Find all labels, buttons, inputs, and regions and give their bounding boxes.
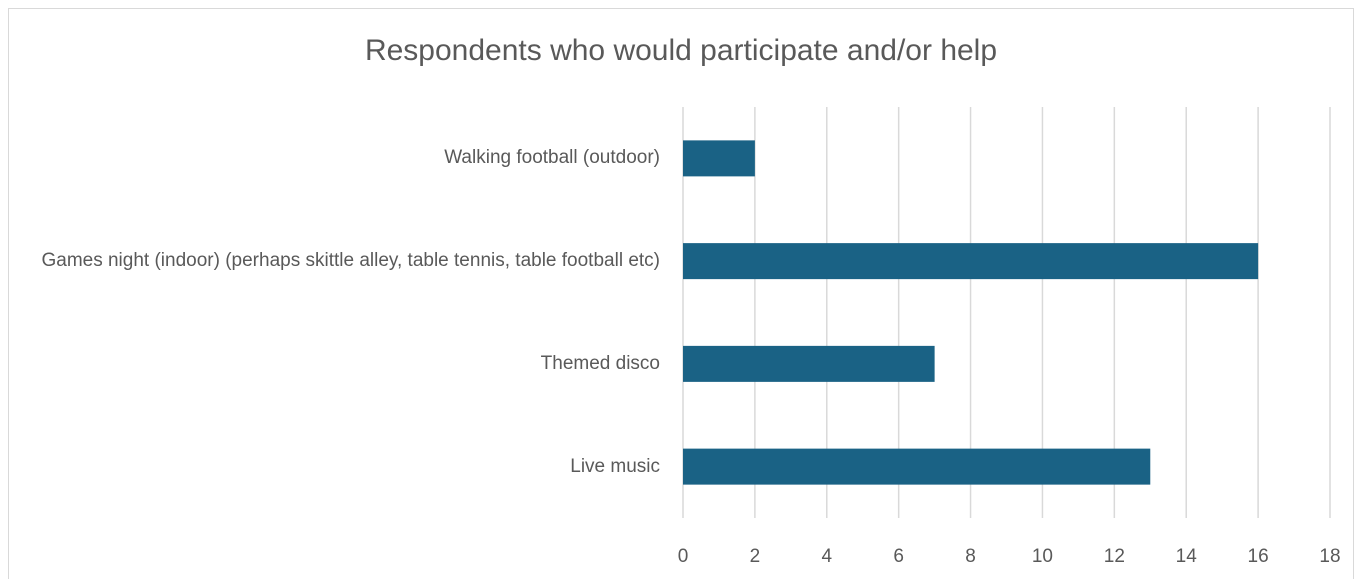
- x-tick-label: 16: [1248, 546, 1269, 567]
- x-tick-label: 18: [1319, 546, 1340, 567]
- bar: [683, 345, 935, 382]
- category-label: Games night (indoor) (perhaps skittle al…: [41, 250, 660, 272]
- chart-title: Respondents who would participate and/or…: [364, 34, 998, 67]
- category-label: Walking football (outdoor): [444, 147, 660, 169]
- x-tick-label: 8: [965, 546, 976, 567]
- category-label: Themed disco: [540, 352, 660, 374]
- category-label: Live music: [570, 455, 660, 477]
- x-tick-label: 2: [750, 546, 761, 567]
- bar: [683, 448, 1151, 485]
- bar: [683, 140, 755, 177]
- x-tick-label: 6: [893, 546, 904, 567]
- x-tick-label: 10: [1032, 546, 1053, 567]
- x-tick-label: 12: [1104, 546, 1125, 567]
- bar: [683, 243, 1259, 280]
- x-tick-label: 14: [1176, 546, 1198, 567]
- x-tick-label: 4: [821, 546, 832, 567]
- x-tick-label: 0: [678, 546, 689, 567]
